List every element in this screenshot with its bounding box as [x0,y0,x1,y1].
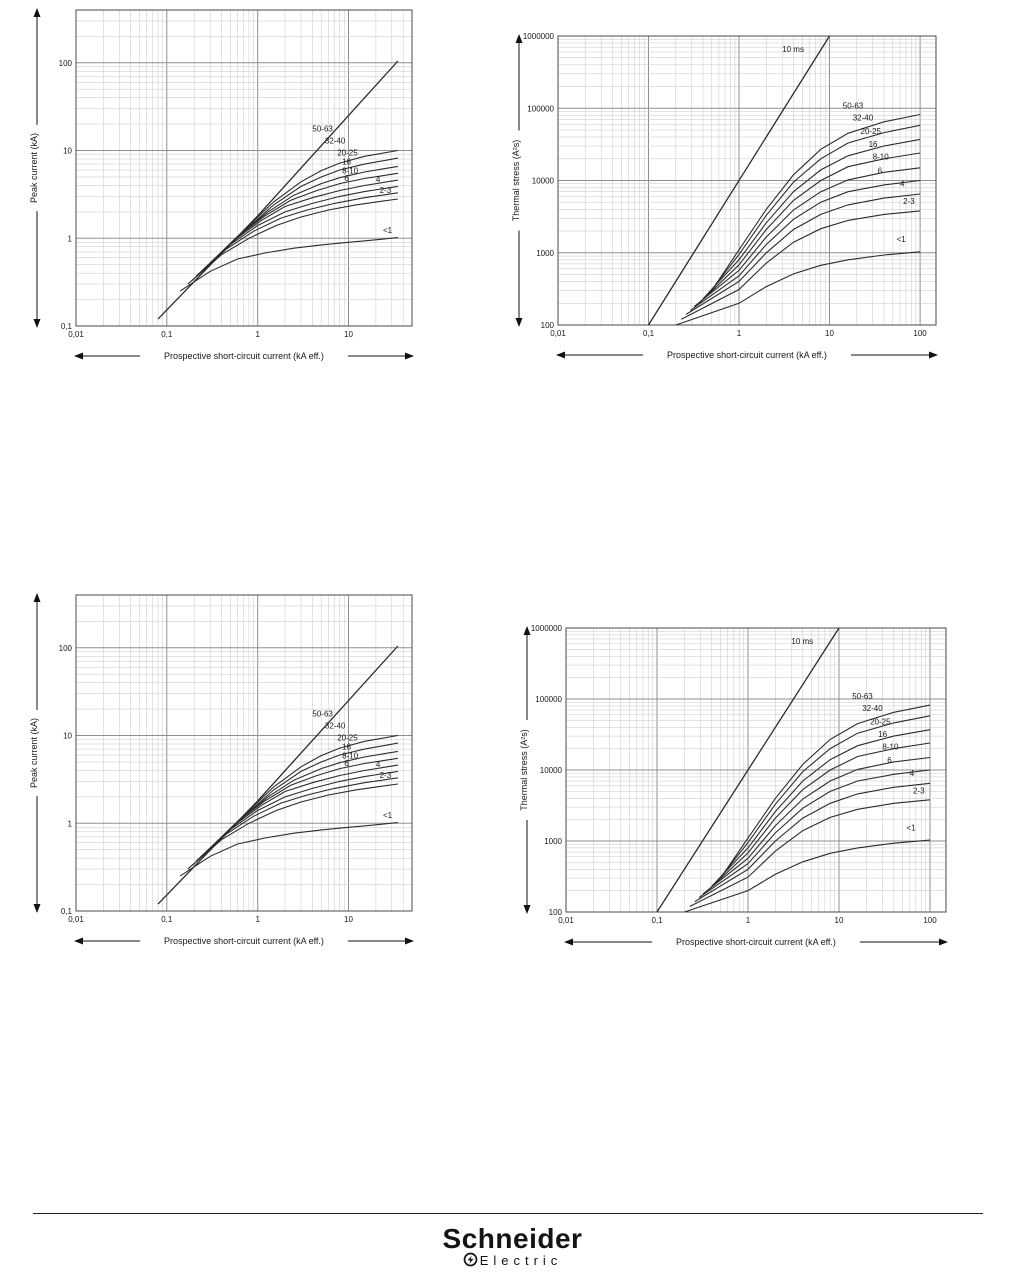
svg-text:10000: 10000 [532,177,555,186]
svg-text:10: 10 [825,329,834,338]
svg-text:Prospective short-circuit curr: Prospective short-circuit current (kA ef… [667,350,827,360]
svg-text:1: 1 [737,329,742,338]
chart-thermal-stress-top: 0,01 0,1 1 10 100 100 1000 10000 100000 1000000 Pr… [510,26,950,371]
svg-text:Prospective short-circuit curr: Prospective short-circuit current (kA ef… [164,351,324,361]
svg-text:1000: 1000 [544,837,562,846]
svg-text:16: 16 [342,158,351,167]
svg-text:1: 1 [746,916,751,925]
svg-text:<1: <1 [383,226,393,235]
svg-text:4: 4 [900,180,905,189]
svg-text:Thermal stress (A²s): Thermal stress (A²s) [519,729,529,811]
schneider-electric-logo: Schneider Electric [0,1224,1025,1270]
svg-text:50-63: 50-63 [843,101,864,110]
svg-text:8-10: 8-10 [873,153,890,162]
svg-text:16: 16 [342,743,351,752]
svg-text:1: 1 [68,819,73,828]
brand-name: Schneider [442,1223,583,1254]
svg-text:1: 1 [68,234,73,243]
chart-peak-current-bottom: 0,01 0,1 1 10 0,1 1 10 100 Prospective short-cir… [28,585,426,957]
svg-text:20-25: 20-25 [337,733,358,742]
svg-text:32-40: 32-40 [862,704,883,713]
brand-subline: Electric [0,1252,1025,1270]
svg-text:Peak current (kA): Peak current (kA) [29,133,39,203]
svg-text:0,01: 0,01 [68,915,84,924]
svg-text:20-25: 20-25 [861,127,882,136]
svg-text:16: 16 [878,730,887,739]
svg-text:10: 10 [344,330,353,339]
svg-text:50-63: 50-63 [852,692,873,701]
svg-text:32-40: 32-40 [853,113,874,122]
svg-text:16: 16 [869,140,878,149]
svg-text:6: 6 [344,759,349,768]
chart-peak-current-top: 0,01 0,1 1 10 0,1 1 10 100 Prospective short-cir… [28,0,426,372]
svg-text:6: 6 [878,167,883,176]
svg-text:2-3: 2-3 [380,186,392,195]
svg-text:8-10: 8-10 [342,166,359,175]
svg-text:20-25: 20-25 [337,148,358,157]
svg-text:100: 100 [913,329,927,338]
svg-text:10: 10 [63,147,72,156]
svg-text:0,1: 0,1 [643,329,655,338]
svg-text:6: 6 [887,756,892,765]
svg-text:0,1: 0,1 [61,907,73,916]
svg-text:10: 10 [344,915,353,924]
svg-text:Prospective short-circuit curr: Prospective short-circuit current (kA ef… [676,937,836,947]
svg-text:8-10: 8-10 [342,751,359,760]
svg-text:1000000: 1000000 [523,32,555,41]
svg-text:100: 100 [541,321,555,330]
svg-text:1: 1 [255,915,260,924]
svg-text:0,01: 0,01 [550,329,566,338]
svg-text:100: 100 [59,59,73,68]
svg-text:Thermal stress (A²s): Thermal stress (A²s) [511,140,521,222]
svg-text:1: 1 [255,330,260,339]
svg-text:100000: 100000 [535,695,562,704]
svg-text:50-63: 50-63 [312,710,333,719]
svg-text:2-3: 2-3 [913,786,925,795]
brand-sub-label: Electric [479,1253,563,1269]
svg-text:6: 6 [344,174,349,183]
svg-text:0,1: 0,1 [161,330,173,339]
svg-text:1000000: 1000000 [531,624,563,633]
svg-text:10 ms: 10 ms [791,637,813,646]
svg-text:100000: 100000 [527,104,554,113]
svg-text:20-25: 20-25 [870,717,891,726]
svg-text:32-40: 32-40 [325,137,346,146]
schneider-monogram-icon [463,1252,478,1270]
svg-text:0,1: 0,1 [61,322,73,331]
svg-text:4: 4 [376,175,381,184]
svg-text:4: 4 [376,760,381,769]
svg-text:32-40: 32-40 [325,722,346,731]
svg-text:10000: 10000 [540,766,563,775]
svg-text:4: 4 [910,769,915,778]
chart-canvas: 0,01 0,1 1 10 100 100 1000 10000 100000 1000000 Pr… [519,624,948,947]
svg-text:0,1: 0,1 [161,915,173,924]
svg-text:100: 100 [549,908,563,917]
svg-text:100: 100 [923,916,937,925]
svg-text:Peak current (kA): Peak current (kA) [29,718,39,788]
svg-text:10: 10 [63,732,72,741]
svg-text:0,01: 0,01 [558,916,574,925]
svg-text:0,01: 0,01 [68,330,84,339]
footer-divider [33,1213,983,1214]
svg-text:100: 100 [59,644,73,653]
svg-text:0,1: 0,1 [651,916,663,925]
chart-canvas: 0,01 0,1 1 10 100 100 1000 10000 100000 1000000 Pr… [511,32,938,360]
svg-text:2-3: 2-3 [380,771,392,780]
svg-text:10: 10 [835,916,844,925]
svg-text:50-63: 50-63 [312,125,333,134]
svg-text:<1: <1 [897,235,907,244]
svg-text:10 ms: 10 ms [782,45,804,54]
svg-text:<1: <1 [383,811,393,820]
svg-text:2-3: 2-3 [903,197,915,206]
svg-text:1000: 1000 [536,249,554,258]
svg-text:<1: <1 [906,824,916,833]
chart-thermal-stress-bottom: 0,01 0,1 1 10 100 100 1000 10000 100000 1000000 Pr… [518,618,960,958]
svg-text:Prospective short-circuit curr: Prospective short-circuit current (kA ef… [164,936,324,946]
svg-text:8-10: 8-10 [882,742,899,751]
